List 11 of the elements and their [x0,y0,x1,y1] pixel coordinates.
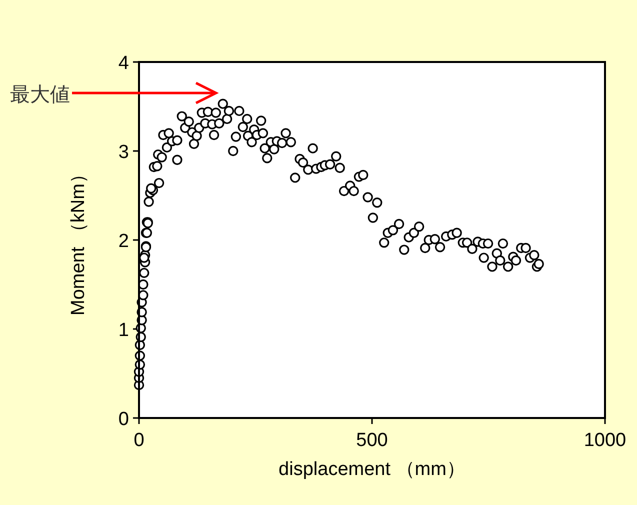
y-axis-title: Moment （kNm） [68,164,89,316]
y-tick-label: 1 [118,320,129,341]
y-tick-label: 0 [118,409,129,430]
x-tick-label: 1000 [584,430,626,451]
x-tick-label: 500 [356,430,388,451]
y-tick-label: 2 [118,231,129,252]
y-tick-label: 3 [118,142,129,163]
text: 最大値 [10,84,70,106]
y-tick-label: 4 [118,53,130,74]
x-axis-title: displacement （mm） [278,459,466,480]
x-tick-label: 0 [134,430,144,451]
